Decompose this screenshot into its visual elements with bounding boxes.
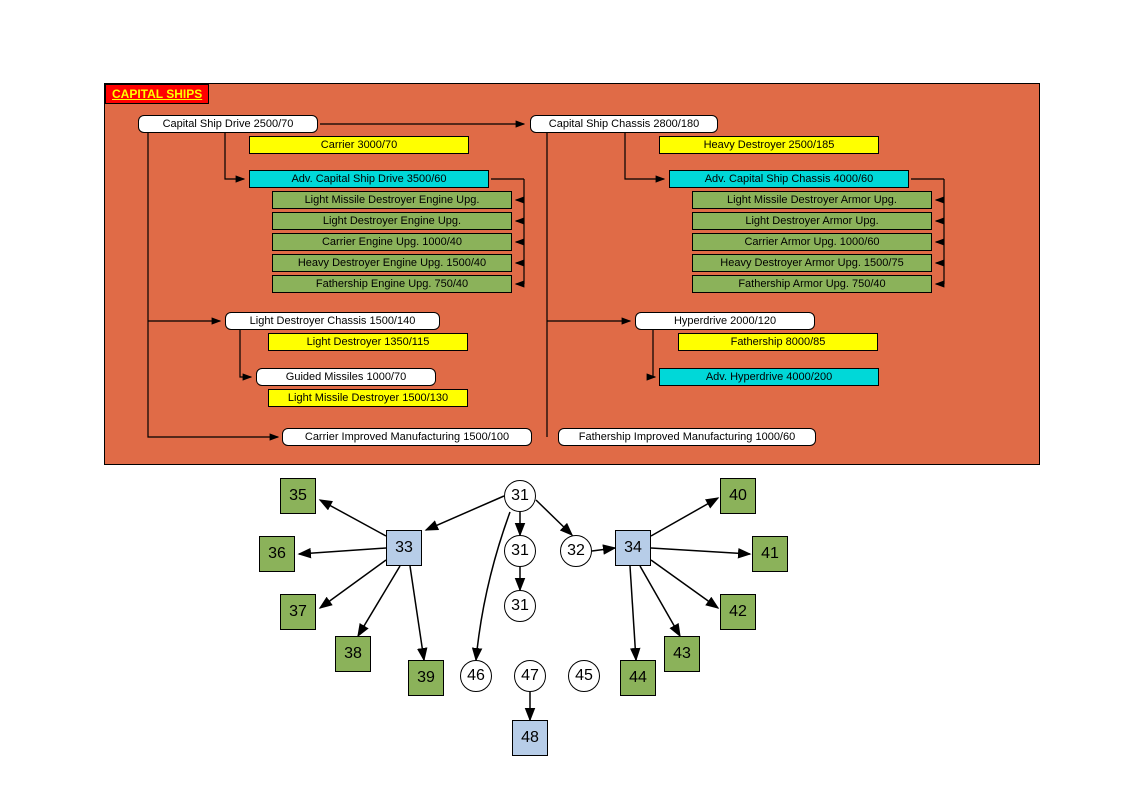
tech-box-b23: Light Missile Destroyer 1500/130 <box>268 389 468 407</box>
tech-box-b7: Light Missile Destroyer Engine Upg. <box>272 191 512 209</box>
graph-node-n39: 39 <box>408 660 444 696</box>
graph-node-n40: 40 <box>720 478 756 514</box>
tech-box-b14: Heavy Destroyer Armor Upg. 1500/75 <box>692 254 932 272</box>
tech-box-b19: Light Destroyer 1350/115 <box>268 333 468 351</box>
panel-title: CAPITAL SHIPS <box>105 84 209 104</box>
tech-box-b18: Hyperdrive 2000/120 <box>635 312 815 330</box>
graph-node-n43: 43 <box>664 636 700 672</box>
graph-node-n35: 35 <box>280 478 316 514</box>
capital-ships-panel: CAPITAL SHIPS <box>104 83 1040 465</box>
tech-box-b13: Heavy Destroyer Engine Upg. 1500/40 <box>272 254 512 272</box>
graph-node-n31c: 31 <box>504 590 536 622</box>
tech-box-b16: Fathership Armor Upg. 750/40 <box>692 275 932 293</box>
graph-node-n45: 45 <box>568 660 600 692</box>
tech-box-b20: Fathership 8000/85 <box>678 333 878 351</box>
graph-node-n42: 42 <box>720 594 756 630</box>
tech-box-b3: Carrier 3000/70 <box>249 136 469 154</box>
tech-box-b1: Capital Ship Drive 2500/70 <box>138 115 318 133</box>
graph-node-n41: 41 <box>752 536 788 572</box>
tech-box-b21: Guided Missiles 1000/70 <box>256 368 436 386</box>
tech-box-b9: Light Destroyer Engine Upg. <box>272 212 512 230</box>
tech-box-b5: Adv. Capital Ship Drive 3500/60 <box>249 170 489 188</box>
graph-node-n34: 34 <box>615 530 651 566</box>
tech-box-b6: Adv. Capital Ship Chassis 4000/60 <box>669 170 909 188</box>
graph-node-n36: 36 <box>259 536 295 572</box>
tech-box-b15: Fathership Engine Upg. 750/40 <box>272 275 512 293</box>
tech-box-b4: Heavy Destroyer 2500/185 <box>659 136 879 154</box>
graph-node-n44: 44 <box>620 660 656 696</box>
graph-node-n38: 38 <box>335 636 371 672</box>
graph-node-n32: 32 <box>560 535 592 567</box>
tech-box-b12: Carrier Armor Upg. 1000/60 <box>692 233 932 251</box>
tech-box-b25: Fathership Improved Manufacturing 1000/6… <box>558 428 816 446</box>
graph-node-n47: 47 <box>514 660 546 692</box>
tech-box-b11: Carrier Engine Upg. 1000/40 <box>272 233 512 251</box>
graph-node-n31b: 31 <box>504 535 536 567</box>
graph-node-n31a: 31 <box>504 480 536 512</box>
graph-node-n48: 48 <box>512 720 548 756</box>
graph-node-n33: 33 <box>386 530 422 566</box>
graph-node-n46: 46 <box>460 660 492 692</box>
tech-box-b17: Light Destroyer Chassis 1500/140 <box>225 312 440 330</box>
tech-box-b24: Carrier Improved Manufacturing 1500/100 <box>282 428 532 446</box>
tech-box-b10: Light Destroyer Armor Upg. <box>692 212 932 230</box>
tech-box-b2: Capital Ship Chassis 2800/180 <box>530 115 718 133</box>
graph-node-n37: 37 <box>280 594 316 630</box>
tech-box-b8: Light Missile Destroyer Armor Upg. <box>692 191 932 209</box>
tech-box-b22: Adv. Hyperdrive 4000/200 <box>659 368 879 386</box>
